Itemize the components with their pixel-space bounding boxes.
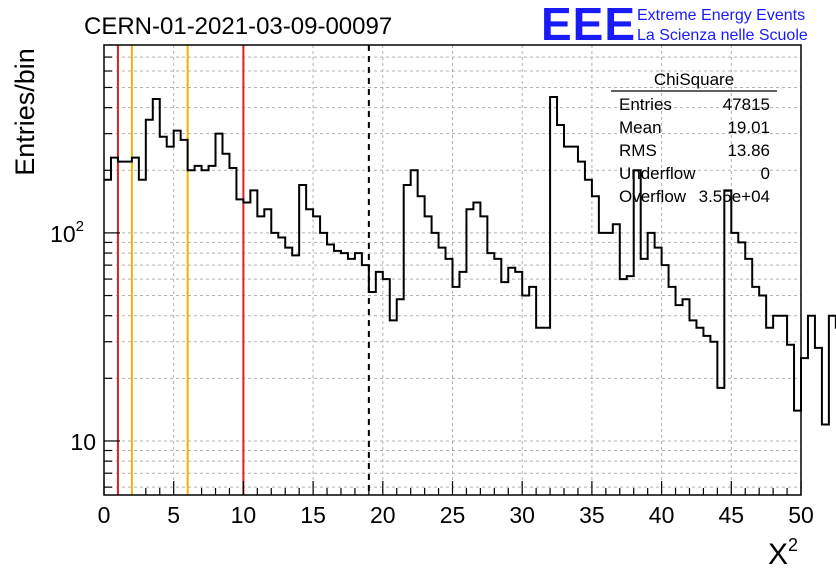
stats-label: Mean (619, 118, 662, 137)
x-tick-label: 20 (370, 502, 396, 528)
x-tick-label: 30 (509, 502, 535, 528)
x-axis-ticks: 0 5 10 15 20 25 30 35 40 45 50 (98, 481, 814, 528)
stats-label: Overflow (619, 187, 687, 206)
stats-box-rows: Entries 47815 Mean 19.01 RMS 13.86 Underflow 0 O… (619, 95, 770, 206)
grid-lines (104, 45, 801, 495)
eee-logo-line1: Extreme Energy Events (637, 7, 805, 24)
stats-value: 0 (761, 164, 770, 183)
x-tick-label: 15 (300, 502, 326, 528)
y-tick-label: 102 (50, 218, 84, 247)
x-tick-label: 5 (167, 502, 180, 528)
stats-value: 47815 (723, 95, 770, 114)
x-tick-label: 25 (440, 502, 466, 528)
x-tick-label: 50 (788, 502, 814, 528)
x-tick-label: 40 (649, 502, 675, 528)
x-tick-label: 45 (719, 502, 745, 528)
x-tick-label: 10 (231, 502, 257, 528)
eee-logo-line2: La Scienza nelle Scuole (637, 27, 808, 44)
eee-logo-mark: EEE (541, 0, 636, 50)
eee-logo: EEE Extreme Energy Events La Scienza nel… (541, 0, 808, 50)
stats-value: 3.55e+04 (699, 187, 770, 206)
minor-ticks (104, 56, 788, 495)
x-tick-label: 0 (98, 502, 111, 528)
stats-label: Underflow (619, 164, 696, 183)
chart-title: CERN-01-2021-03-09-00097 (84, 13, 392, 40)
reference-lines (116, 45, 370, 495)
x-axis-label: X2 (768, 535, 798, 571)
stats-value: 19.01 (727, 118, 770, 137)
y-axis-ticks: 10 102 (50, 218, 120, 455)
x-tick-label: 35 (579, 502, 605, 528)
stats-label: RMS (619, 141, 657, 160)
stats-box: ChiSquare Entries 47815 Mean 19.01 RMS 13.86 U… (611, 70, 777, 206)
stats-value: 13.86 (727, 141, 770, 160)
x-axis-label-sup: 2 (788, 535, 798, 555)
stats-label: Entries (619, 95, 672, 114)
y-axis-label: Entries/bin (10, 48, 40, 176)
x-axis-label-base: X (768, 538, 788, 571)
stats-box-name: ChiSquare (654, 70, 734, 89)
y-tick-label: 10 (70, 429, 96, 455)
histogram-line (104, 95, 836, 426)
